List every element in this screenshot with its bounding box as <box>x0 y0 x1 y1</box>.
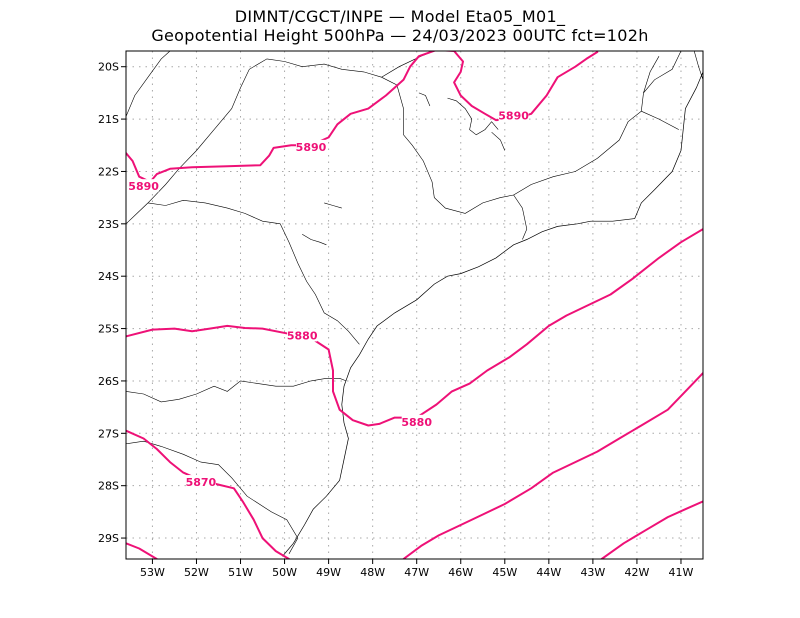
x-tick-label: 49W <box>316 566 341 579</box>
x-tick-label: 50W <box>272 566 297 579</box>
x-tick-label: 46W <box>448 566 473 579</box>
reservoir-paranapanema <box>324 202 342 209</box>
x-tick-label: 44W <box>536 566 561 579</box>
5870-contour-corner <box>126 542 158 559</box>
reservoir-grande <box>418 92 431 107</box>
state-border-ms-go <box>126 51 171 117</box>
state-border-pr-sc <box>126 378 347 403</box>
x-tick-label: 43W <box>580 566 605 579</box>
y-tick-label: 28S <box>98 480 119 493</box>
state-border-sp-mg <box>381 76 514 214</box>
state-border-sc-rs <box>126 440 299 554</box>
y-tick-label: 29S <box>98 532 119 545</box>
coastline <box>282 71 703 557</box>
contour-label: 5890 <box>498 109 529 122</box>
contour-label-bg <box>185 475 216 489</box>
state-border-sp-pr <box>147 199 360 345</box>
y-tick-label: 25S <box>98 323 119 336</box>
5870-contour <box>126 429 290 559</box>
map-title-line-2: Geopotential Height 500hPa — 24/03/2023 … <box>151 26 649 45</box>
contour-labels: 5890 5890 5890 5880 5880 5870 <box>128 108 529 489</box>
y-tick-label: 22S <box>98 165 119 178</box>
y-tick-label: 27S <box>98 427 119 440</box>
reservoir-jacui <box>491 131 506 151</box>
contour-label-bg <box>401 414 432 428</box>
x-tick-label: 41W <box>669 566 694 579</box>
x-tick-label: 51W <box>228 566 253 579</box>
axis-ticks: 53W 52W 51W 50W 49W 48W 47W 46W 45W 44W 43W 42W 41W 2… <box>98 61 694 579</box>
x-tick-label: 42W <box>624 566 649 579</box>
x-tick-label: 47W <box>404 566 429 579</box>
x-tick-label: 48W <box>360 566 385 579</box>
contour-label-bg <box>295 139 326 153</box>
geopotential-contours <box>126 51 703 559</box>
state-border-ms-sp <box>126 58 382 225</box>
state-border-mg-rj <box>513 51 682 196</box>
5860-contour-b <box>600 500 703 559</box>
state-border-mg-es <box>643 56 660 93</box>
contour-label-bg <box>287 328 318 342</box>
contour-label-bg <box>498 108 529 122</box>
map-frame <box>125 50 704 560</box>
contour-label-bg <box>128 179 159 193</box>
5880-contour <box>126 228 703 427</box>
y-tick-label: 23S <box>98 218 119 231</box>
contour-label: 5890 <box>128 180 159 193</box>
y-tick-label: 21S <box>98 113 119 126</box>
y-tick-label: 20S <box>98 61 119 74</box>
contour-label: 5880 <box>401 416 432 429</box>
y-tick-label: 24S <box>98 270 119 283</box>
state-borders <box>126 51 703 554</box>
reservoirs <box>302 92 506 246</box>
reservoir-tiete <box>302 234 327 246</box>
graticule <box>126 51 703 559</box>
contour-label: 5870 <box>186 476 217 489</box>
coastlines <box>282 71 703 557</box>
contour-label: 5890 <box>296 141 327 154</box>
5860-contour-a <box>402 372 703 559</box>
state-border-rj-es <box>641 110 679 130</box>
state-border-sp-rj <box>513 194 528 240</box>
contour-label: 5880 <box>287 329 318 342</box>
x-tick-label: 52W <box>184 566 209 579</box>
map-title-line-1: DIMNT/CGCT/INPE — Model Eta05_M01_ <box>234 7 566 26</box>
y-tick-label: 26S <box>98 375 119 388</box>
reservoir-furnas <box>447 97 499 136</box>
x-tick-label: 45W <box>492 566 517 579</box>
x-tick-label: 53W <box>140 566 165 579</box>
